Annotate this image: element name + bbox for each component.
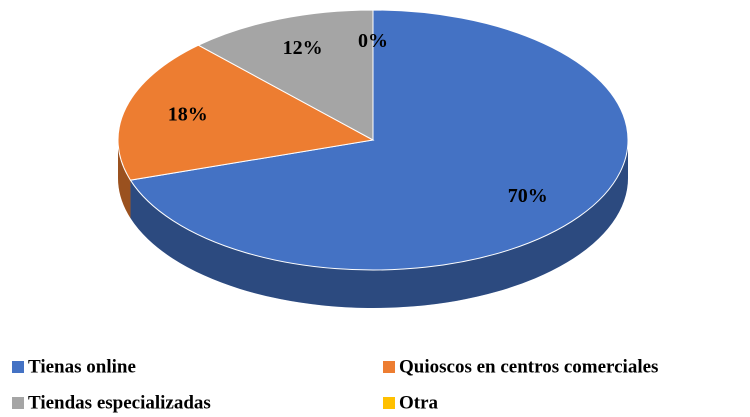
- data-label: 70%: [508, 185, 548, 207]
- legend-swatch: [12, 397, 24, 409]
- legend-label: Otra: [399, 392, 439, 413]
- slice: [197, 9, 374, 141]
- legend-label: Tiendas especializadas: [28, 392, 211, 413]
- slice-side: [118, 140, 131, 219]
- slice-side: [130, 140, 628, 308]
- legend-label: Quioscos en centros comerciales: [399, 356, 658, 377]
- data-label: 12%: [283, 37, 323, 59]
- legend-swatch: [383, 397, 395, 409]
- slice: [117, 44, 375, 181]
- legend-label: Tienas online: [28, 356, 136, 377]
- slice: [129, 9, 629, 271]
- slice-side-shade: [130, 140, 628, 308]
- slice-side-shade: [118, 140, 131, 219]
- legend-swatch: [383, 361, 395, 373]
- data-label: 18%: [168, 103, 208, 125]
- data-label: 0%: [358, 30, 388, 52]
- legend-swatch: [12, 361, 24, 373]
